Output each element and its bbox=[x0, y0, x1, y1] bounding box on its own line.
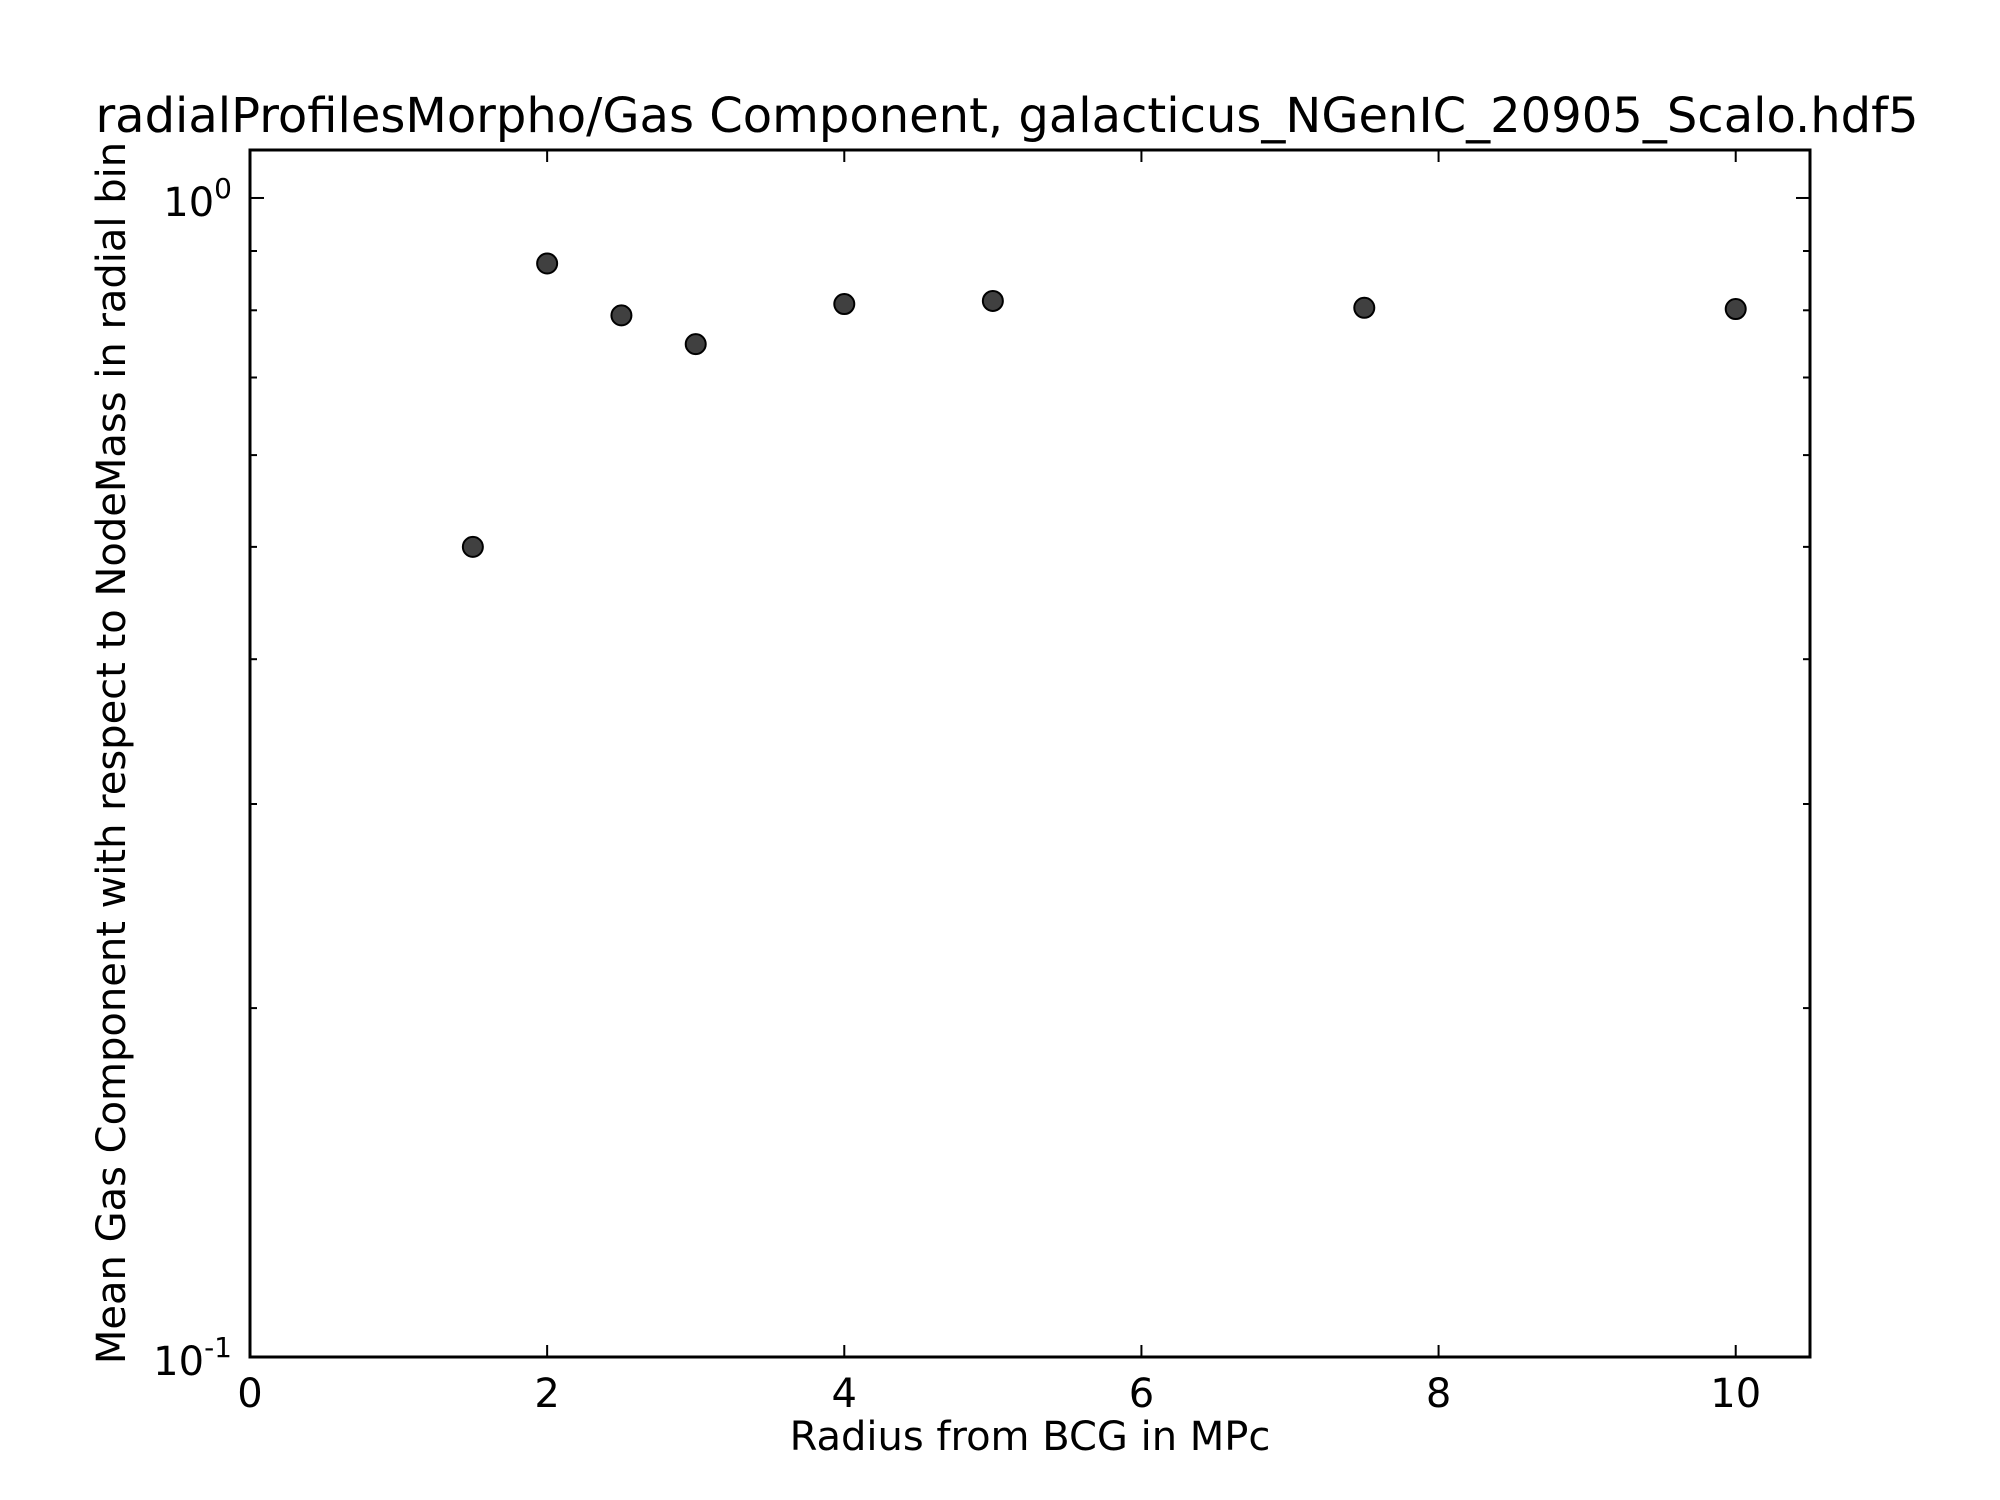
plot-frame bbox=[248, 148, 1812, 1359]
x-tick-label: 6 bbox=[1129, 1371, 1154, 1417]
data-point bbox=[981, 289, 1004, 312]
data-point bbox=[610, 304, 633, 327]
data-point bbox=[461, 535, 484, 558]
y-tick-label: 10-1 bbox=[153, 1331, 232, 1385]
title-layer: radialProfilesMorpho/Gas Component, gala… bbox=[95, 88, 1918, 144]
plot-area bbox=[461, 252, 1747, 558]
data-point bbox=[684, 333, 707, 356]
data-point bbox=[833, 293, 856, 316]
data-point bbox=[536, 252, 559, 275]
x-axis-label: Radius from BCG in MPc bbox=[790, 1414, 1271, 1460]
x-tick-label: 2 bbox=[534, 1371, 559, 1417]
data-point bbox=[1353, 296, 1376, 319]
x-tick-label: 10 bbox=[1710, 1371, 1761, 1417]
axis-labels: Radius from BCG in MPc Mean Gas Componen… bbox=[89, 142, 1270, 1460]
y-axis-label: Mean Gas Component with respect to NodeM… bbox=[89, 142, 135, 1364]
axis-ticks: 0 2 4 6 8 10 100 10-1 bbox=[153, 150, 1810, 1417]
x-tick-label: 0 bbox=[237, 1371, 262, 1417]
x-tick-label: 8 bbox=[1426, 1371, 1451, 1417]
data-point bbox=[1724, 298, 1747, 321]
y-tick-label: 100 bbox=[163, 172, 232, 226]
x-tick-label: 4 bbox=[832, 1371, 857, 1417]
chart-title: radialProfilesMorpho/Gas Component, gala… bbox=[95, 88, 1918, 144]
